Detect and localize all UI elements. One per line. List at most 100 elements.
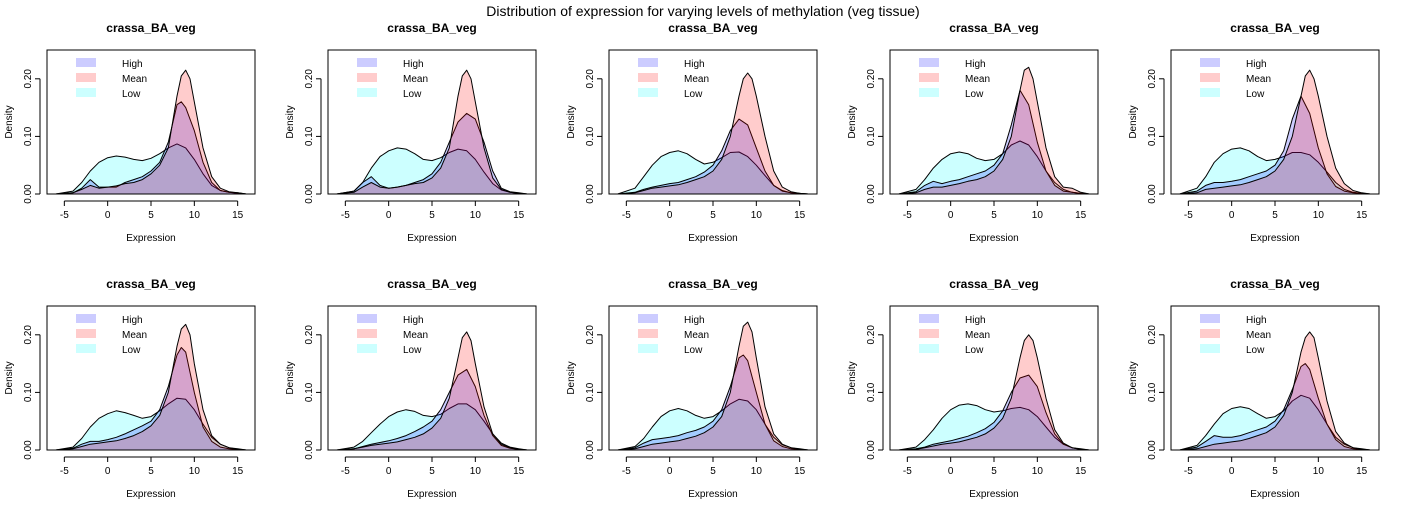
legend-label-high: High <box>1246 59 1267 70</box>
y-tick-label: 0.20 <box>585 325 596 345</box>
legend-swatch-high <box>76 58 96 67</box>
density-panel: crassa_BA_veg -5 0 5 10 15 Expression 0.00 0.10 0… <box>847 21 1099 244</box>
x-tick-label: 5 <box>710 210 716 221</box>
plot-frame <box>608 49 818 195</box>
x-tick-label: -5 <box>903 466 912 477</box>
x-tick-label: 5 <box>429 466 435 477</box>
x-tick-label: 10 <box>1032 210 1044 221</box>
y-axis-label: Density <box>4 361 15 394</box>
legend-label-high: High <box>965 59 986 70</box>
x-tick-label: 5 <box>148 210 154 221</box>
y-tick-label: 0.20 <box>1147 69 1158 89</box>
y-axis-label: Density <box>285 105 296 138</box>
density-area-high <box>1179 363 1371 451</box>
y-tick-label: 0.10 <box>585 382 596 402</box>
x-tick-label: 5 <box>710 466 716 477</box>
x-tick-label: 10 <box>470 466 482 477</box>
y-tick-label: 0.10 <box>866 382 877 402</box>
plot-frame <box>889 305 1099 451</box>
density-panel: crassa_BA_veg -5 0 5 10 15 Expression 0.00 0.10 0… <box>847 277 1099 500</box>
legend-label-low: Low <box>1246 89 1265 100</box>
density-area-mean <box>336 331 528 451</box>
density-panel: crassa_BA_veg -5 0 5 10 15 Expression 0.00 0.10 0… <box>285 277 537 500</box>
density-panel: crassa_BA_veg -5 0 5 10 15 Expression 0.00 0.10 0… <box>4 277 256 500</box>
y-axis-label: Density <box>285 361 296 394</box>
panel-title: crassa_BA_veg <box>1230 21 1319 35</box>
x-tick-label: 15 <box>1356 210 1368 221</box>
density-area-high <box>898 374 1090 451</box>
x-tick-label: 15 <box>232 466 244 477</box>
y-tick-label: 0.10 <box>1147 126 1158 146</box>
density-area-mean <box>336 69 528 195</box>
legend-label-mean: Mean <box>1246 74 1271 85</box>
legend-label-mean: Mean <box>403 330 428 341</box>
density-area-mean <box>1179 331 1371 451</box>
legend-label-high: High <box>965 315 986 326</box>
legend-swatch-low <box>357 88 377 97</box>
legend-swatch-high <box>357 58 377 67</box>
y-tick-label: 0.10 <box>304 126 315 146</box>
plot-frame <box>46 49 256 195</box>
legend-swatch-low <box>638 88 658 97</box>
legend-label-mean: Mean <box>1246 330 1271 341</box>
x-tick-label: -5 <box>341 466 350 477</box>
density-area-high <box>55 347 247 451</box>
legend-label-high: High <box>403 315 424 326</box>
plot-frame <box>1170 49 1380 195</box>
x-tick-label: 15 <box>794 466 806 477</box>
x-tick-label: 0 <box>105 210 111 221</box>
x-tick-label: 10 <box>189 210 201 221</box>
y-tick-label: 0.10 <box>585 126 596 146</box>
x-tick-label: 0 <box>948 210 954 221</box>
density-area-mean <box>617 321 809 451</box>
legend-label-low: Low <box>965 89 984 100</box>
x-axis-label: Expression <box>1250 489 1299 500</box>
x-tick-label: -5 <box>341 210 350 221</box>
plot-frame <box>608 305 818 451</box>
y-axis-label: Density <box>4 105 15 138</box>
legend-swatch-high <box>1200 58 1220 67</box>
y-tick-label: 0.10 <box>23 126 34 146</box>
density-panel: crassa_BA_veg -5 0 5 10 15 Expression 0.00 0.10 0… <box>566 21 818 244</box>
x-tick-label: 15 <box>794 210 806 221</box>
legend-label-mean: Mean <box>122 330 147 341</box>
x-tick-label: 15 <box>1075 210 1087 221</box>
panel-title: crassa_BA_veg <box>1230 277 1319 291</box>
legend-label-low: Low <box>684 89 703 100</box>
x-tick-label: 15 <box>232 210 244 221</box>
x-tick-label: -5 <box>622 466 631 477</box>
x-tick-label: 0 <box>1229 466 1235 477</box>
legend-swatch-high <box>919 58 939 67</box>
x-tick-label: -5 <box>1184 210 1193 221</box>
density-area-high <box>617 354 809 451</box>
legend-label-mean: Mean <box>965 74 990 85</box>
legend-swatch-mean <box>1200 73 1220 82</box>
y-axis-label: Density <box>1128 361 1139 394</box>
y-axis-label: Density <box>847 361 858 394</box>
plot-frame <box>46 305 256 451</box>
y-tick-label: 0.20 <box>1147 325 1158 345</box>
legend-swatch-low <box>76 344 96 353</box>
x-axis-label: Expression <box>1250 233 1299 244</box>
legend-label-high: High <box>122 59 143 70</box>
legend-swatch-low <box>76 88 96 97</box>
density-area-mean <box>617 72 809 195</box>
density-panel: crassa_BA_veg -5 0 5 10 15 Expression 0.00 0.10 0… <box>1128 21 1380 244</box>
plot-frame <box>1170 305 1380 451</box>
legend-swatch-mean <box>76 329 96 338</box>
legend-swatch-mean <box>76 73 96 82</box>
legend-label-low: Low <box>684 345 703 356</box>
legend-swatch-mean <box>919 73 939 82</box>
density-area-mean <box>898 66 1090 195</box>
x-tick-label: 0 <box>667 466 673 477</box>
y-axis-label: Density <box>847 105 858 138</box>
x-tick-label: 5 <box>148 466 154 477</box>
plot-frame <box>327 49 537 195</box>
density-area-high <box>617 118 809 195</box>
y-tick-label: 0.00 <box>304 184 315 204</box>
y-tick-label: 0.10 <box>304 382 315 402</box>
y-tick-label: 0.00 <box>866 440 877 460</box>
legend-swatch-low <box>638 344 658 353</box>
x-tick-label: 10 <box>1313 210 1325 221</box>
x-tick-label: 0 <box>667 210 673 221</box>
